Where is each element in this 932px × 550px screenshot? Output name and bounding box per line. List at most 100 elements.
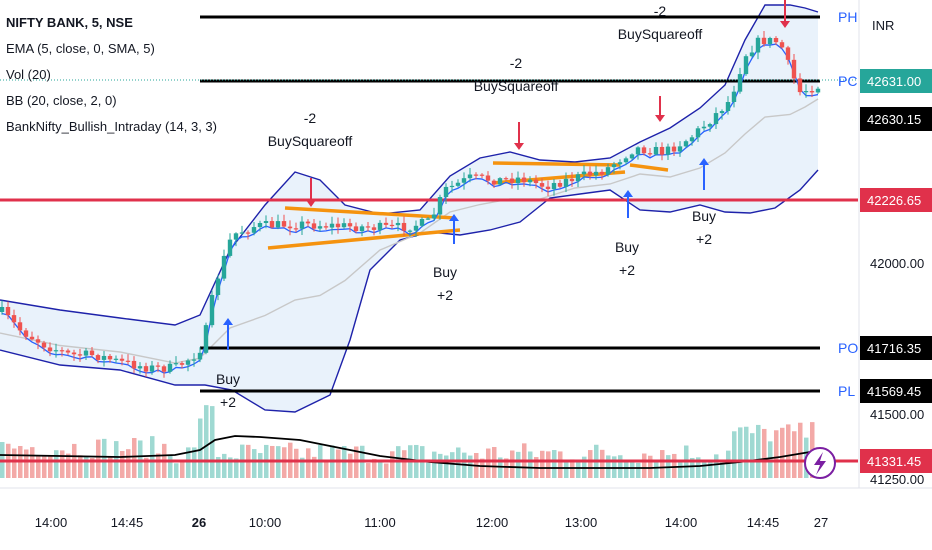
volume-bar bbox=[306, 448, 311, 478]
candle-body bbox=[95, 355, 101, 360]
bollinger-upper-band bbox=[0, 4, 819, 326]
volume-bar bbox=[180, 460, 185, 478]
x-tick-label: 14:00 bbox=[665, 515, 698, 530]
volume-bar bbox=[714, 454, 719, 478]
volume-bar bbox=[642, 453, 647, 478]
volume-bar bbox=[558, 451, 563, 478]
volume-bar bbox=[486, 448, 491, 478]
candle-body bbox=[311, 223, 317, 229]
buy-signal-label: +2 bbox=[437, 287, 453, 303]
candle-body bbox=[491, 180, 497, 185]
sell-signal-arrowhead bbox=[780, 21, 790, 28]
candle-body bbox=[317, 226, 323, 229]
candle-body bbox=[437, 197, 443, 215]
volume-bar bbox=[186, 447, 191, 478]
volume-bar bbox=[762, 428, 767, 478]
candle-body bbox=[389, 224, 395, 227]
volume-bar bbox=[720, 459, 725, 478]
candle-body bbox=[299, 221, 305, 229]
candle-body bbox=[767, 37, 773, 45]
bollinger-band-fill bbox=[0, 5, 818, 412]
candle-body bbox=[629, 154, 635, 159]
volume-bar bbox=[384, 463, 389, 478]
candle-body bbox=[335, 223, 341, 228]
volume-bar bbox=[174, 463, 179, 478]
candle-body bbox=[659, 146, 665, 155]
candle-body bbox=[473, 174, 479, 176]
candle-body bbox=[53, 350, 59, 352]
candle-body bbox=[545, 186, 551, 190]
price-tag-text-PL: 41569.45 bbox=[867, 384, 921, 399]
x-tick-label: 14:45 bbox=[111, 515, 144, 530]
price-tag-ema bbox=[860, 107, 932, 131]
volume-bar bbox=[690, 457, 695, 478]
sell-signal-label: BuySquareoff bbox=[474, 78, 559, 94]
volume-bar bbox=[738, 427, 743, 478]
volume-bar bbox=[654, 461, 659, 478]
volume-bar bbox=[36, 455, 41, 478]
candle-body bbox=[479, 174, 485, 176]
volume-bar bbox=[756, 424, 761, 478]
candle-body bbox=[743, 56, 749, 75]
candle-body bbox=[209, 295, 215, 326]
candle-body bbox=[515, 177, 521, 184]
candle-body bbox=[749, 52, 755, 57]
x-tick-label: 13:00 bbox=[565, 515, 598, 530]
candle-body bbox=[425, 218, 431, 220]
candle-body bbox=[803, 91, 809, 93]
volume-bar bbox=[480, 458, 485, 478]
volume-bar bbox=[156, 453, 161, 478]
candle-body bbox=[791, 59, 797, 79]
sell-signal-label: -2 bbox=[654, 3, 667, 19]
candle-body bbox=[245, 232, 251, 234]
buy-signal-label: Buy bbox=[433, 264, 457, 280]
candle-body bbox=[707, 124, 713, 127]
trend-channel-line bbox=[267, 228, 461, 250]
volume-bar bbox=[120, 450, 125, 478]
candle-body bbox=[575, 174, 581, 182]
y-tick-label: 41500.00 bbox=[870, 407, 924, 422]
candle-body bbox=[461, 178, 467, 183]
candle-body bbox=[467, 174, 473, 179]
candle-body bbox=[815, 88, 821, 93]
candle-body bbox=[725, 102, 731, 112]
volume-ma-line bbox=[0, 435, 811, 469]
candle-body bbox=[443, 186, 449, 198]
volume-bar bbox=[12, 448, 17, 478]
y-tick-label: 42000.00 bbox=[870, 256, 924, 271]
candle-body bbox=[113, 358, 119, 360]
candle-body bbox=[695, 128, 701, 138]
candle-body bbox=[413, 225, 419, 231]
candle-body bbox=[563, 178, 569, 187]
volume-bar bbox=[432, 451, 437, 478]
candle-body bbox=[677, 146, 683, 152]
candle-body bbox=[449, 185, 455, 188]
volume-bar bbox=[138, 440, 143, 478]
x-tick-label: 14:00 bbox=[35, 515, 68, 530]
candle-body bbox=[65, 350, 71, 353]
chart-legend: NIFTY BANK, 5, NSE EMA (5, close, 0, SMA… bbox=[6, 10, 217, 140]
candle-body bbox=[323, 226, 329, 228]
candle-body bbox=[47, 347, 53, 352]
candle-body bbox=[101, 355, 107, 360]
volume-bar bbox=[30, 447, 35, 478]
volume-bar bbox=[660, 450, 665, 478]
volume-bar bbox=[252, 449, 257, 478]
volume-bar bbox=[84, 456, 89, 478]
volume-bar bbox=[498, 457, 503, 478]
candle-body bbox=[293, 228, 299, 230]
candle-body bbox=[773, 37, 779, 43]
candle-body bbox=[35, 339, 41, 343]
volume-bar bbox=[672, 453, 677, 478]
candle-body bbox=[701, 126, 707, 129]
volume-bar bbox=[750, 433, 755, 478]
volume-bar bbox=[132, 438, 137, 478]
volume-bar bbox=[402, 450, 407, 478]
volume-bar bbox=[150, 436, 155, 478]
candle-body bbox=[5, 307, 11, 316]
candle-body bbox=[455, 182, 461, 186]
price-tag-PO bbox=[860, 336, 932, 360]
volume-bar bbox=[510, 450, 515, 478]
volume-bar bbox=[780, 427, 785, 478]
